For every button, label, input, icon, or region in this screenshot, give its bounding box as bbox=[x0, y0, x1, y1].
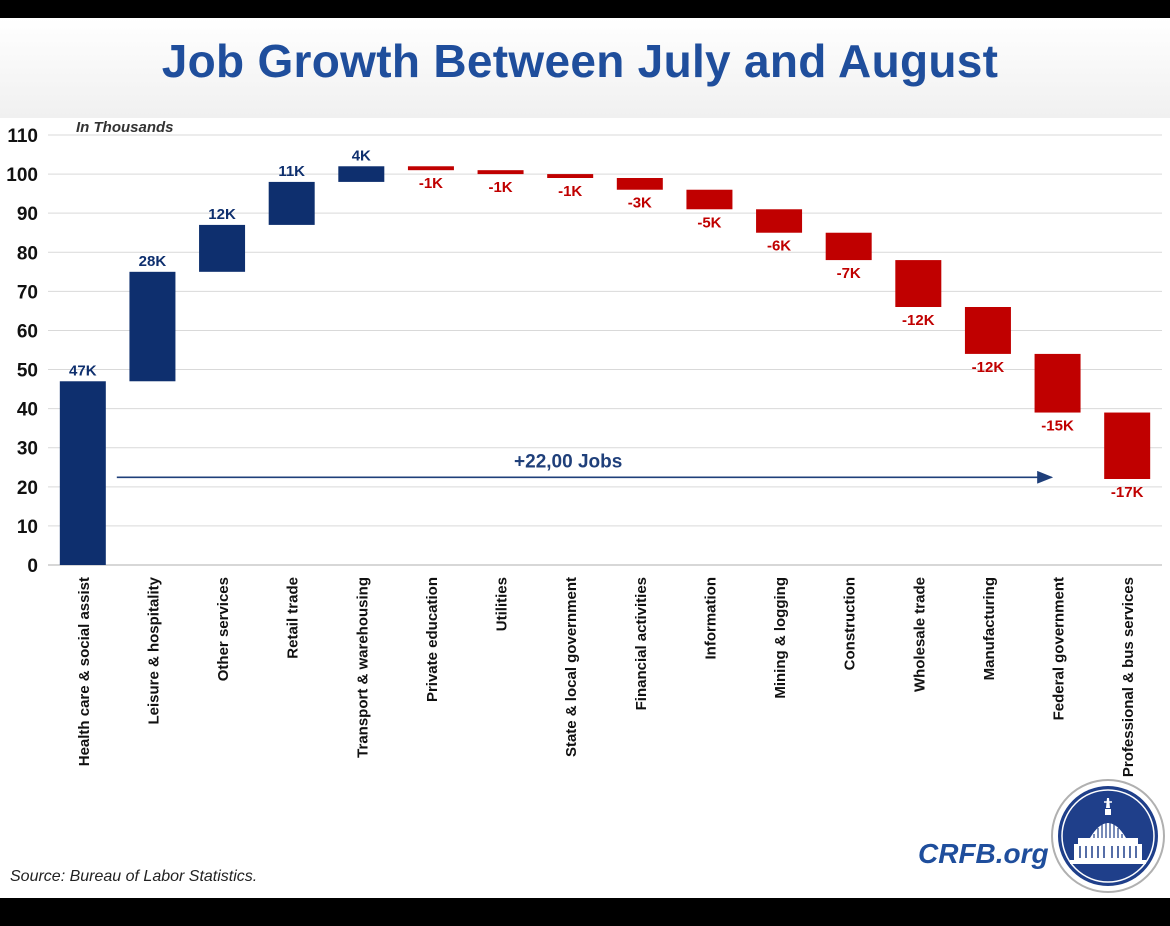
data-label: 4K bbox=[352, 147, 371, 164]
x-tick-label: State & local government bbox=[563, 577, 580, 757]
bar-8 bbox=[547, 174, 594, 178]
x-tick-label: Health care & social assist bbox=[76, 577, 93, 766]
waterfall-chart: 0 10 20 30 40 50 60 70 80 90 100 110 In Thousands 4… bbox=[6, 119, 1162, 777]
y-tick-label: 60 bbox=[17, 321, 38, 342]
y-tick-label: 100 bbox=[6, 165, 38, 186]
data-label: -15K bbox=[1041, 418, 1074, 435]
bar-3 bbox=[199, 224, 246, 272]
y-axis-ticks: 0 10 20 30 40 50 60 70 80 90 100 110 bbox=[6, 126, 38, 577]
x-tick-label: Leisure & hospitality bbox=[145, 576, 162, 724]
data-label: -6K bbox=[767, 238, 791, 255]
bar-13 bbox=[895, 260, 942, 307]
data-label: -1K bbox=[488, 179, 512, 196]
y-tick-label: 70 bbox=[17, 282, 38, 303]
capitol-seal-icon bbox=[1051, 779, 1165, 893]
y-tick-label: 80 bbox=[17, 243, 38, 264]
bar-1 bbox=[59, 381, 106, 565]
bar-2 bbox=[129, 271, 176, 382]
y-tick-label: 40 bbox=[17, 400, 38, 421]
data-label: -1K bbox=[558, 183, 582, 200]
data-label: -17K bbox=[1111, 484, 1144, 501]
x-tick-label: Construction bbox=[842, 577, 859, 670]
bar-11 bbox=[756, 209, 803, 233]
data-label: -12K bbox=[972, 359, 1005, 376]
data-label: -1K bbox=[419, 175, 443, 192]
x-tick-label: Private education bbox=[424, 577, 441, 702]
y-tick-label: 0 bbox=[27, 556, 38, 577]
data-label: -12K bbox=[902, 312, 935, 329]
bar-16 bbox=[1104, 412, 1151, 479]
x-tick-label: Manufacturing bbox=[981, 577, 998, 680]
data-labels: 47K 28K 12K 11K 4K -1K -1K -1K -3K -5K -6K -7K -12K -… bbox=[69, 147, 1144, 501]
x-tick-label: Utilities bbox=[494, 577, 511, 631]
bars bbox=[59, 166, 1151, 565]
bar-9 bbox=[616, 178, 663, 190]
units-note: In Thousands bbox=[76, 119, 174, 136]
bar-12 bbox=[825, 232, 872, 261]
bar-4 bbox=[268, 181, 315, 225]
x-tick-label: Retail trade bbox=[285, 577, 302, 659]
chart-title: Job Growth Between July and August bbox=[161, 35, 999, 87]
data-label: -7K bbox=[837, 265, 861, 282]
y-tick-label: 110 bbox=[7, 126, 38, 147]
chart-frame: Job Growth Between July and August 0 10 20… bbox=[0, 18, 1170, 898]
brand-logo-text: CRFB.org bbox=[918, 838, 1049, 869]
y-tick-label: 10 bbox=[17, 517, 38, 538]
annotation-text: +22,00 Jobs bbox=[514, 451, 622, 472]
x-tick-label: Wholesale trade bbox=[911, 577, 928, 692]
bar-15 bbox=[1034, 353, 1081, 413]
y-tick-label: 50 bbox=[17, 361, 38, 382]
data-label: 11K bbox=[278, 163, 305, 180]
data-label: -5K bbox=[697, 214, 721, 231]
x-tick-label: Federal government bbox=[1051, 577, 1068, 720]
x-tick-label: Mining & logging bbox=[772, 577, 789, 699]
data-label: -3K bbox=[628, 195, 652, 212]
title-band: Job Growth Between July and August bbox=[0, 18, 1170, 118]
y-tick-label: 30 bbox=[17, 439, 38, 460]
bar-5 bbox=[338, 166, 385, 182]
y-tick-label: 90 bbox=[17, 204, 38, 225]
bar-10 bbox=[686, 189, 733, 210]
data-label: 28K bbox=[139, 253, 167, 270]
x-tick-label: Other services bbox=[215, 577, 232, 681]
x-tick-label: Information bbox=[702, 577, 719, 660]
x-tick-label: Financial activities bbox=[633, 577, 650, 710]
data-label: 47K bbox=[69, 362, 97, 379]
source-note: Source: Bureau of Labor Statistics. bbox=[10, 868, 258, 885]
y-tick-label: 20 bbox=[17, 478, 38, 499]
x-tick-label: Professional & bus services bbox=[1120, 577, 1137, 777]
bar-6 bbox=[407, 166, 454, 171]
bar-7 bbox=[477, 170, 524, 175]
x-axis-labels: Health care & social assist Leisure & hos… bbox=[76, 576, 1137, 777]
data-label: 12K bbox=[208, 206, 236, 223]
annotation: +22,00 Jobs bbox=[116, 451, 1054, 484]
x-tick-label: Transport & warehousing bbox=[354, 577, 371, 758]
bar-14 bbox=[964, 307, 1011, 354]
